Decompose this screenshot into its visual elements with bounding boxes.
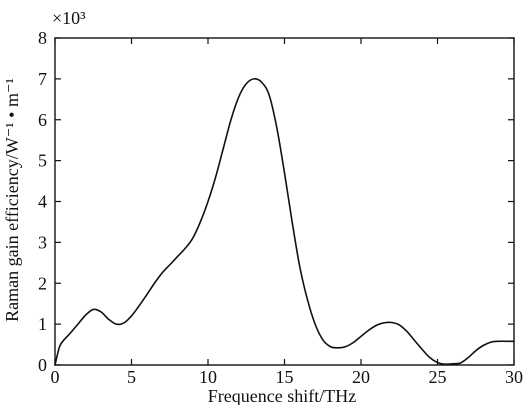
y-tick-label: 1 <box>38 314 47 334</box>
x-tick-label: 15 <box>276 367 294 387</box>
y-tick-label: 4 <box>38 192 47 212</box>
x-tick-label: 25 <box>429 367 447 387</box>
y-axis-title: Raman gain efficiency/W⁻¹ • m⁻¹ <box>2 78 22 322</box>
y-tick-label: 2 <box>38 273 47 293</box>
y-tick-label: 5 <box>38 151 47 171</box>
x-tick-label: 10 <box>199 367 217 387</box>
x-axis-title: Frequence shift/THz <box>208 386 356 405</box>
y-tick-label: 0 <box>38 355 47 375</box>
series-group <box>54 78 515 366</box>
raman-gain-curve <box>54 78 515 366</box>
x-tick-label: 0 <box>51 367 60 387</box>
x-tick-label: 5 <box>127 367 136 387</box>
ticks-group <box>54 37 515 366</box>
x-tick-label: 30 <box>505 367 523 387</box>
y-tick-label: 3 <box>38 232 47 252</box>
y-tick-label: 6 <box>38 110 47 130</box>
y-axis-multiplier: ×10³ <box>52 8 86 28</box>
x-tick-label: 20 <box>352 367 370 387</box>
y-tick-label: 7 <box>38 69 47 89</box>
tick-labels-group: 0 5 10 15 20 25 30 0 1 2 3 4 5 6 7 8 <box>38 28 523 387</box>
y-tick-label: 8 <box>38 28 47 48</box>
